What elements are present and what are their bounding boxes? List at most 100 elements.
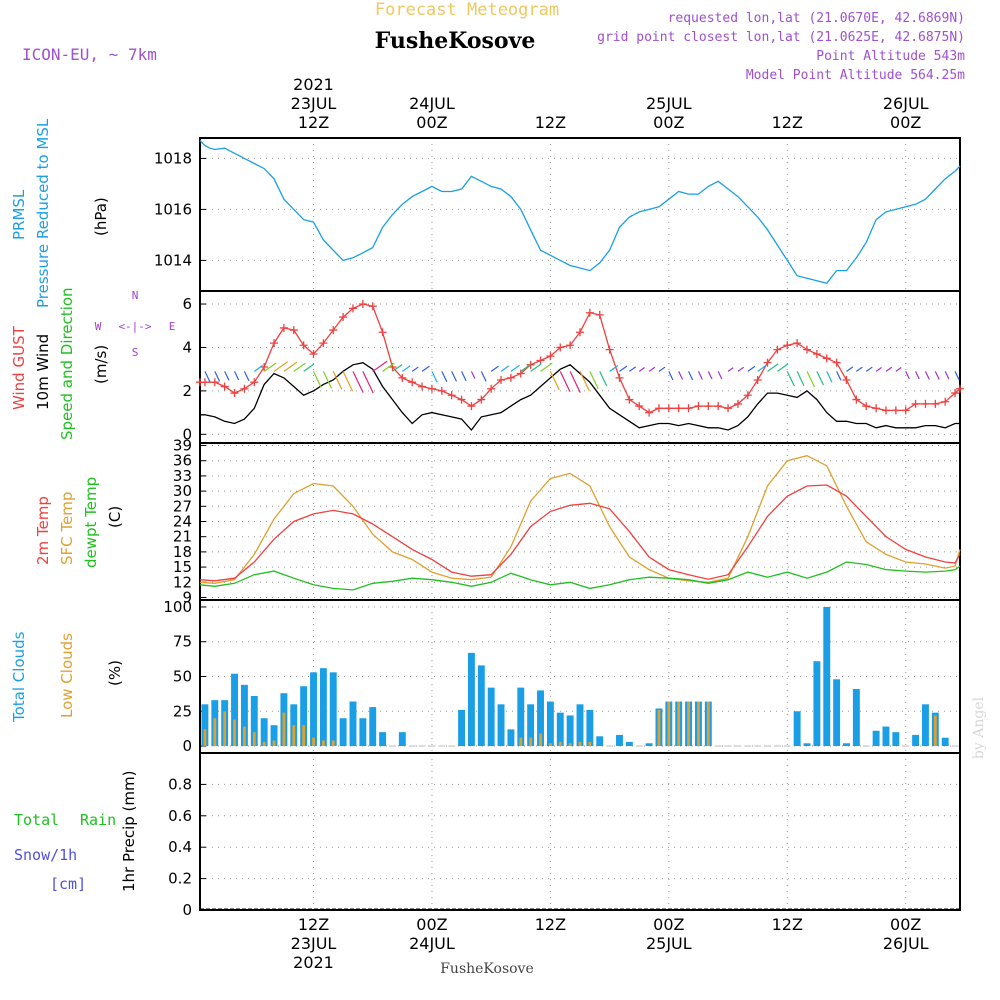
wind-dir-arrow: [204, 371, 211, 383]
time-tick-label: 26JUL: [883, 934, 929, 953]
wind-dir-arrow: [500, 365, 510, 372]
gust-marker: [497, 376, 506, 385]
temp-labels: 2m Temp SFC Temp dewpt Temp (C): [34, 477, 124, 568]
total-cloud-bar: [517, 687, 525, 747]
wind-dir-arrow: [846, 366, 854, 372]
ytick-label: 24: [173, 513, 192, 531]
cloud-series: [201, 606, 959, 747]
gust-marker: [901, 406, 910, 415]
wind-dir-arrow: [924, 371, 930, 380]
low-cloud-bar: [203, 729, 207, 747]
low-cloud-bar: [252, 732, 256, 747]
ytick-label: 2: [182, 382, 192, 400]
ytick-label: 6: [182, 295, 192, 313]
wind-dir-arrow: [816, 371, 824, 386]
total-cloud-bar: [260, 718, 268, 747]
gust-marker: [289, 326, 298, 335]
gust-marker: [437, 386, 446, 395]
time-tick-label: 00Z: [416, 915, 447, 934]
gust-marker: [743, 391, 752, 400]
total-cloud-bar: [329, 672, 337, 747]
temp-series: [199, 455, 961, 591]
precip-labels: Total Rain Snow/1h [cm] 1hr Precip (mm): [14, 771, 138, 893]
low-cloud-bar: [233, 719, 236, 747]
gust-marker: [615, 373, 624, 382]
wind-dir-arrow: [915, 371, 920, 380]
total-cloud-bar: [882, 726, 890, 747]
low-cloud-bar: [549, 743, 552, 747]
gust-marker: [319, 339, 328, 348]
total-cloud-bar: [339, 718, 347, 747]
low-cloud-bar: [697, 701, 700, 747]
gust-marker: [891, 406, 900, 415]
total-cloud-bar: [556, 712, 564, 747]
ytick-label: 0.4: [168, 838, 192, 856]
gust-marker: [408, 378, 417, 387]
prmsl-line: [199, 140, 961, 285]
wind-dir-arrow: [441, 371, 448, 383]
time-tick-label: 2021: [293, 75, 334, 94]
gust-marker: [398, 373, 407, 382]
compass-arrow: <-|->: [118, 320, 151, 333]
low-cloud-bar: [292, 725, 296, 747]
gust-marker: [566, 341, 575, 350]
compass-s: S: [132, 346, 139, 359]
compass-w: W: [95, 320, 102, 333]
low-clouds-label: Low Clouds: [58, 633, 76, 718]
low-cloud-bar: [578, 741, 582, 747]
wind-dir-arrow: [806, 371, 816, 388]
wind-series: [196, 300, 964, 432]
wind-dir-arrow: [905, 371, 910, 380]
wind-dir-arrow: [332, 371, 343, 390]
wind-dir-arrow: [648, 366, 656, 372]
gust-marker: [339, 313, 348, 322]
wind-labels: Wind GUST 10m Wind Speed and Direction (…: [10, 287, 175, 440]
gust-marker: [664, 404, 673, 413]
total-cloud-bar: [477, 665, 485, 747]
low-cloud-bar: [657, 709, 661, 747]
gust-marker: [309, 349, 318, 358]
low-cloud-bar: [677, 701, 681, 747]
total-cloud-bar: [201, 704, 209, 747]
wind-dir-arrow: [934, 371, 940, 380]
total-cloud-bar: [872, 730, 880, 747]
ytick-label: 75: [173, 633, 192, 651]
gust-marker: [724, 404, 733, 413]
sfc-temp-line: [199, 455, 961, 584]
low-cloud-bar: [558, 741, 562, 747]
wind-dir-arrow: [836, 371, 842, 381]
model-altitude: Model Point Altitude 564.25m: [746, 68, 965, 83]
panels: 1014101610180246912151821242730333639025…: [154, 137, 964, 919]
time-tick-label: 12Z: [535, 915, 566, 934]
wind-dir-arrow: [589, 371, 599, 390]
gust-marker: [240, 384, 249, 393]
time-tick-label: 12Z: [298, 915, 329, 934]
wind-dir-arrow: [767, 363, 779, 372]
total-cloud-bar: [398, 732, 406, 747]
total-cloud-bar: [527, 704, 535, 747]
wind-dir-arrow: [707, 371, 713, 380]
pressure-labels: PRMSL Pressure Reduced to MSL (hPa): [10, 118, 110, 308]
ytick-label: 0: [182, 425, 192, 443]
low-cloud-bar: [272, 740, 276, 747]
gust-marker: [329, 326, 338, 335]
gust-marker: [951, 389, 960, 398]
gust-marker: [931, 399, 940, 408]
wind-dir-arrow: [895, 367, 902, 372]
ytick-label: 15: [173, 558, 192, 576]
panel-frame: [199, 752, 961, 911]
low-cloud-bar: [223, 711, 227, 747]
time-tick-label: 23JUL: [291, 934, 337, 953]
wind-dir-arrow: [382, 362, 395, 372]
rain-label: Rain: [80, 811, 116, 829]
footer-station: FusheKosove: [440, 961, 534, 977]
total-cloud-bar: [310, 672, 317, 747]
wind-dir-arrow: [342, 371, 354, 392]
total-cloud-bar: [507, 729, 515, 747]
total-cloud-bar: [458, 709, 466, 747]
ytick-label: 0.2: [168, 870, 192, 888]
gust-marker: [812, 349, 821, 358]
gust-marker: [368, 302, 377, 311]
gust-marker: [674, 404, 683, 413]
